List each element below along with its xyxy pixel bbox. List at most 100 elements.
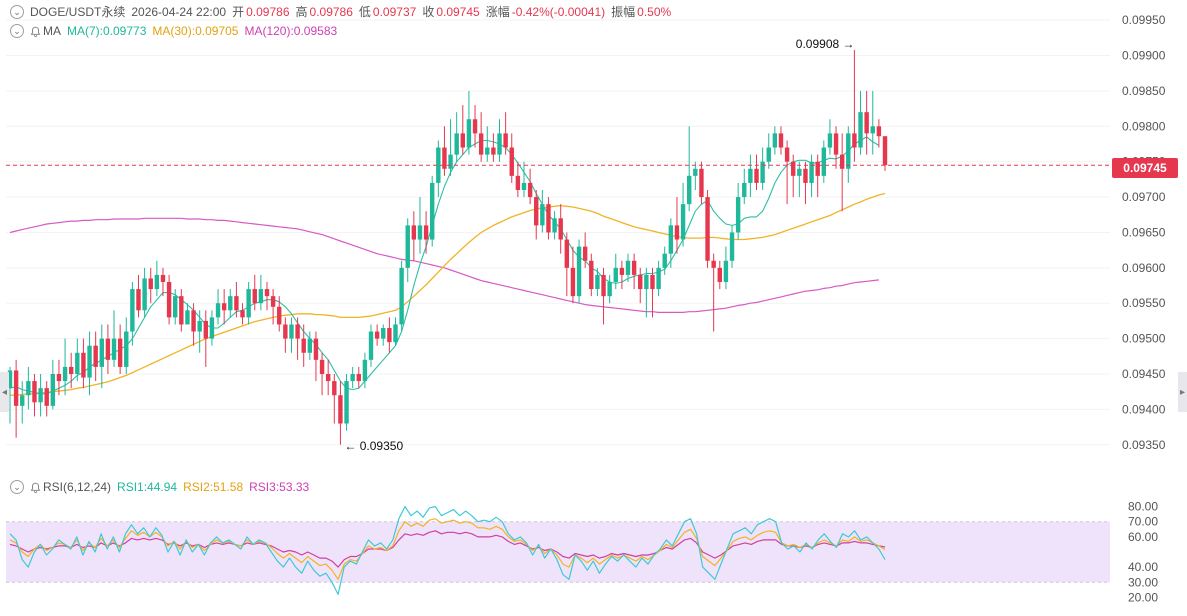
- candle[interactable]: [784, 140, 790, 205]
- candle[interactable]: [344, 374, 349, 431]
- candle[interactable]: [466, 90, 472, 155]
- candle[interactable]: [454, 112, 459, 162]
- candle[interactable]: [668, 218, 674, 268]
- candle[interactable]: [686, 126, 692, 212]
- candle[interactable]: [870, 90, 875, 155]
- candle[interactable]: [111, 310, 117, 367]
- candle[interactable]: [735, 182, 741, 240]
- candle[interactable]: [405, 218, 410, 282]
- candle[interactable]: [56, 359, 62, 396]
- candle[interactable]: [228, 289, 233, 318]
- candle[interactable]: [215, 289, 221, 325]
- candle[interactable]: [50, 359, 56, 410]
- scroll-right-handle[interactable]: ▸: [1178, 372, 1187, 412]
- candle[interactable]: [68, 352, 74, 389]
- candle[interactable]: [283, 317, 288, 353]
- candle[interactable]: [595, 267, 600, 297]
- candle[interactable]: [852, 49, 857, 162]
- candle[interactable]: [221, 289, 227, 325]
- candle[interactable]: [613, 253, 618, 290]
- candle[interactable]: [601, 267, 606, 325]
- candle[interactable]: [179, 289, 184, 332]
- candle[interactable]: [197, 310, 202, 353]
- rsi-indicator-toggle[interactable]: RSI(6,12,24): [30, 479, 111, 495]
- candle[interactable]: [136, 274, 141, 318]
- candle[interactable]: [117, 324, 123, 374]
- candle[interactable]: [839, 133, 845, 212]
- candle[interactable]: [234, 282, 239, 318]
- candle[interactable]: [723, 246, 729, 290]
- candle[interactable]: [472, 105, 478, 148]
- candle[interactable]: [26, 366, 31, 410]
- candle[interactable]: [644, 267, 649, 318]
- candle[interactable]: [827, 119, 833, 155]
- candle[interactable]: [711, 253, 716, 332]
- candle[interactable]: [277, 296, 282, 332]
- candle[interactable]: [619, 260, 625, 290]
- candle[interactable]: [350, 366, 355, 389]
- candle[interactable]: [803, 161, 808, 205]
- candle[interactable]: [485, 126, 490, 162]
- candle[interactable]: [173, 289, 178, 325]
- candle[interactable]: [307, 331, 313, 360]
- candle[interactable]: [552, 211, 557, 240]
- candle[interactable]: [7, 366, 13, 424]
- candle[interactable]: [491, 133, 496, 162]
- candle[interactable]: [148, 267, 153, 304]
- candle[interactable]: [699, 161, 704, 205]
- candle[interactable]: [185, 303, 190, 325]
- ma-indicator-toggle[interactable]: MA: [30, 23, 61, 39]
- candle[interactable]: [411, 211, 417, 261]
- candle[interactable]: [160, 267, 166, 297]
- candle[interactable]: [876, 119, 882, 148]
- candle[interactable]: [705, 190, 710, 268]
- candle[interactable]: [460, 105, 465, 155]
- candle[interactable]: [864, 90, 869, 155]
- candle[interactable]: [154, 260, 160, 297]
- candle[interactable]: [766, 133, 771, 169]
- candle[interactable]: [393, 317, 398, 346]
- candle[interactable]: [87, 331, 92, 396]
- candle[interactable]: [821, 140, 827, 183]
- ma-collapse-chevron-icon[interactable]: ⌄: [10, 24, 24, 38]
- candle[interactable]: [319, 352, 325, 396]
- candle[interactable]: [625, 253, 631, 282]
- candle[interactable]: [81, 338, 86, 389]
- candle[interactable]: [833, 126, 839, 169]
- candle[interactable]: [693, 161, 698, 190]
- candle[interactable]: [607, 274, 612, 304]
- candle[interactable]: [772, 126, 778, 155]
- candle[interactable]: [13, 359, 19, 438]
- candle[interactable]: [436, 140, 441, 198]
- candle[interactable]: [252, 274, 257, 311]
- candle[interactable]: [680, 182, 686, 247]
- candle[interactable]: [515, 161, 521, 198]
- candle[interactable]: [674, 197, 680, 254]
- candle[interactable]: [448, 119, 453, 176]
- candle[interactable]: [509, 133, 514, 183]
- candle[interactable]: [638, 267, 643, 304]
- candle[interactable]: [105, 324, 111, 374]
- candle[interactable]: [534, 190, 539, 240]
- candle[interactable]: [742, 168, 747, 205]
- candle[interactable]: [478, 112, 484, 162]
- candle[interactable]: [374, 324, 380, 346]
- candle[interactable]: [62, 338, 68, 396]
- candle[interactable]: [546, 197, 551, 240]
- candle[interactable]: [521, 161, 527, 198]
- candle[interactable]: [32, 374, 37, 417]
- candle[interactable]: [589, 253, 594, 297]
- candle[interactable]: [582, 232, 588, 268]
- candle[interactable]: [93, 331, 98, 382]
- candle[interactable]: [240, 303, 245, 325]
- candle[interactable]: [564, 232, 570, 297]
- candle[interactable]: [540, 190, 545, 233]
- candle[interactable]: [809, 154, 814, 198]
- candle[interactable]: [44, 381, 49, 417]
- candle[interactable]: [503, 112, 508, 155]
- candle[interactable]: [332, 374, 337, 424]
- candle[interactable]: [760, 147, 765, 190]
- candle[interactable]: [338, 381, 343, 445]
- candle[interactable]: [576, 239, 582, 304]
